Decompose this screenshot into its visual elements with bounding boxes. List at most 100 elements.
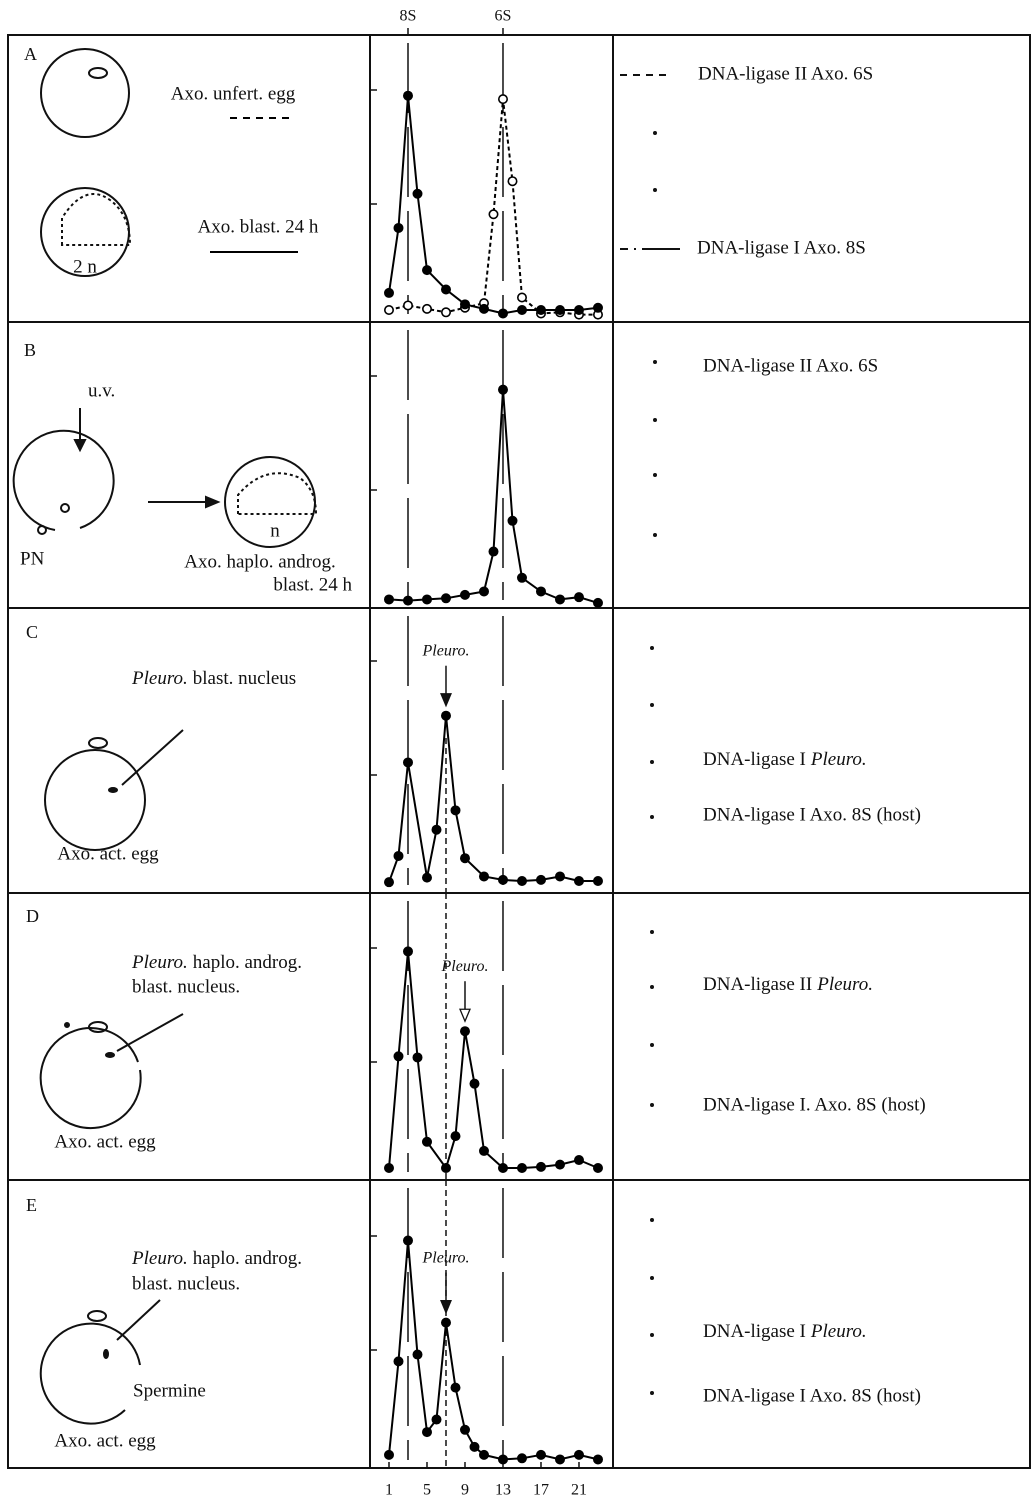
data-point xyxy=(393,222,404,233)
series-line xyxy=(388,389,599,604)
data-point xyxy=(573,876,584,887)
data-point xyxy=(393,1356,404,1367)
data-point xyxy=(516,876,527,887)
data-point xyxy=(554,305,565,316)
enzyme-label: DNA-ligase I Axo. 8S (host) xyxy=(703,1385,921,1406)
enzyme-label: DNA-ligase II Pleuro. xyxy=(703,974,873,995)
data-point xyxy=(450,1131,461,1142)
host-label: Axo. act. egg xyxy=(54,1430,156,1451)
annotation-arrowhead xyxy=(440,693,452,708)
data-point xyxy=(383,1163,394,1174)
data-point xyxy=(440,593,451,604)
ploidy-label: n xyxy=(270,520,280,541)
data-point xyxy=(535,305,546,316)
data-point xyxy=(516,1163,527,1174)
data-point xyxy=(402,300,413,311)
data-point xyxy=(450,805,461,816)
data-point xyxy=(469,1078,480,1089)
data-point xyxy=(402,757,413,768)
data-point xyxy=(497,94,508,105)
x-tick-label: 17 xyxy=(533,1482,549,1499)
data-point xyxy=(421,1427,432,1438)
data-point xyxy=(516,292,527,303)
data-point xyxy=(383,305,394,316)
data-point xyxy=(592,597,603,608)
data-point xyxy=(421,303,432,314)
data-point xyxy=(478,303,489,314)
enzyme-label: DNA-ligase II Axo. 6S xyxy=(703,355,878,376)
data-point xyxy=(478,871,489,882)
donor-label: blast. nucleus. xyxy=(132,976,240,997)
series-line xyxy=(388,715,598,883)
data-point xyxy=(402,595,413,606)
series-line xyxy=(388,951,599,1171)
data-point xyxy=(459,1424,470,1435)
annotation-arrowhead xyxy=(440,1299,452,1315)
enzyme-label: DNA-ligase I Pleuro. xyxy=(703,1321,867,1342)
x-tick-label: 21 xyxy=(571,1482,587,1499)
data-point xyxy=(497,308,508,319)
data-point xyxy=(497,1163,508,1174)
result-label: blast. 24 h xyxy=(273,574,352,595)
enzyme-label: DNA-ligase I Pleuro. xyxy=(703,749,867,770)
data-point xyxy=(440,1317,451,1328)
data-point xyxy=(402,946,413,957)
treatment-label: Spermine xyxy=(133,1380,206,1401)
legend-entry: Axo. blast. 24 h xyxy=(198,216,319,237)
data-point xyxy=(440,1163,451,1174)
panel-label: D xyxy=(26,906,39,926)
panel-label: B xyxy=(24,340,36,360)
data-point xyxy=(421,1136,432,1147)
data-point xyxy=(421,872,432,883)
data-point xyxy=(516,305,527,316)
data-point xyxy=(554,1159,565,1170)
data-point xyxy=(440,284,451,295)
data-point xyxy=(516,1453,527,1464)
data-point xyxy=(535,586,546,597)
data-point xyxy=(412,1349,423,1360)
x-tick-label: 5 xyxy=(423,1482,431,1499)
x-tick-label: 1 xyxy=(385,1482,393,1499)
table-frame xyxy=(7,34,1031,1469)
enzyme-label: DNA-ligase II Axo. 6S xyxy=(698,63,873,84)
data-point xyxy=(393,850,404,861)
x-tick-label: 9 xyxy=(461,1482,469,1499)
data-point xyxy=(421,594,432,605)
data-point xyxy=(478,586,489,597)
data-point xyxy=(592,1454,603,1465)
donor-label: Pleuro. haplo. androg. xyxy=(131,952,302,973)
data-point xyxy=(459,853,470,864)
legend-entry: Axo. unfert. egg xyxy=(171,83,296,104)
marker-label: 8S xyxy=(400,8,417,25)
data-point xyxy=(412,1052,423,1063)
x-tick-label: 13 xyxy=(495,1482,511,1499)
donor-label: blast. nucleus. xyxy=(132,1273,240,1294)
data-point xyxy=(478,1449,489,1460)
data-point xyxy=(497,1454,508,1465)
data-point xyxy=(592,1163,603,1174)
data-point xyxy=(535,1161,546,1172)
annotation: Pleuro. xyxy=(422,642,470,659)
data-point xyxy=(554,1454,565,1465)
data-point xyxy=(402,90,413,101)
data-point xyxy=(383,1449,394,1460)
data-point xyxy=(459,1026,470,1037)
data-point xyxy=(459,589,470,600)
data-point xyxy=(592,302,603,313)
data-point xyxy=(507,515,518,526)
data-point xyxy=(383,287,394,298)
enzyme-label: DNA-ligase I. Axo. 8S (host) xyxy=(703,1094,926,1115)
pronucleus-label: PN xyxy=(20,548,45,569)
host-label: Axo. act. egg xyxy=(54,1131,156,1152)
data-point xyxy=(412,188,423,199)
data-point xyxy=(554,871,565,882)
diagrams xyxy=(12,48,680,1425)
data-point xyxy=(497,384,508,395)
data-point xyxy=(431,1414,442,1425)
series-line xyxy=(388,1240,599,1461)
data-point xyxy=(431,824,442,835)
series-line xyxy=(388,98,598,316)
enzyme-label: DNA-ligase I Axo. 8S xyxy=(697,237,866,258)
data-point xyxy=(592,876,603,887)
